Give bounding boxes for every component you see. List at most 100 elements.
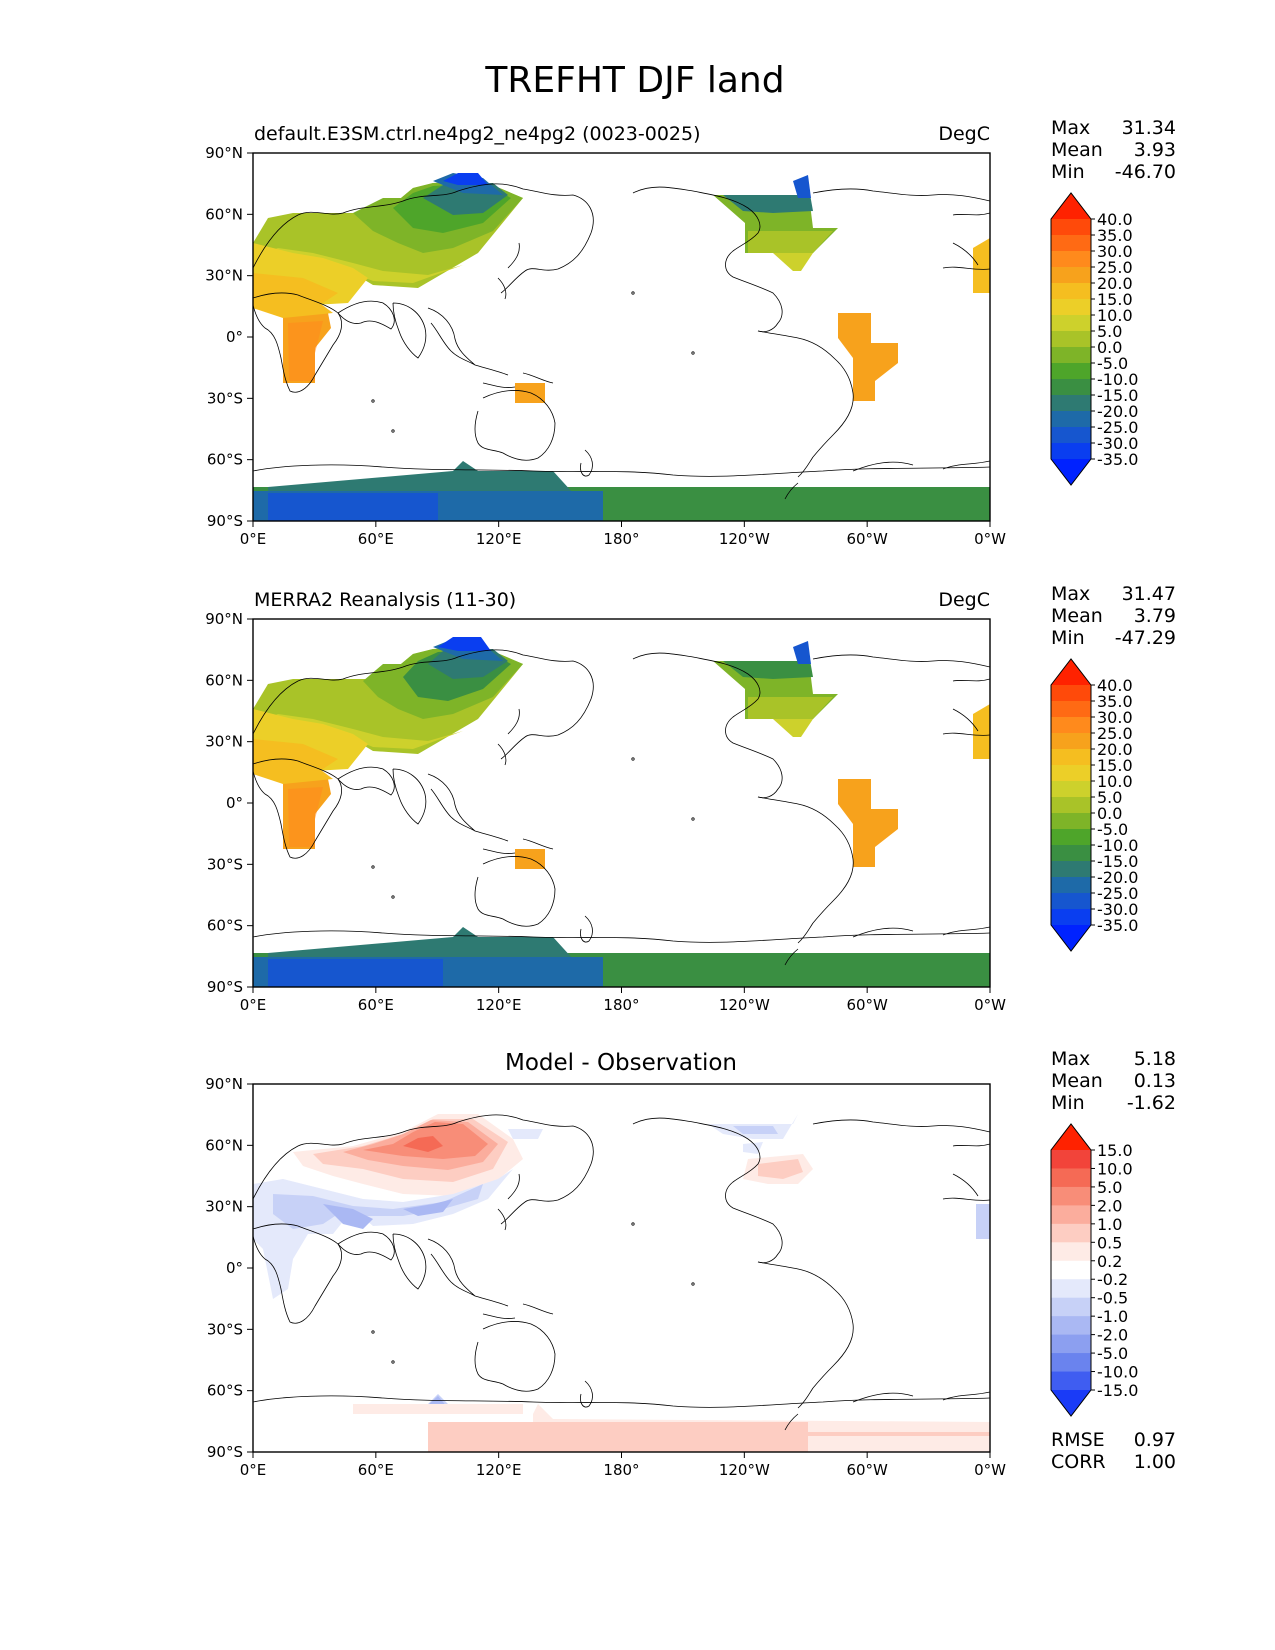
x-tick-label: 0°E (240, 530, 267, 548)
colorbar-label: 10.0 (1097, 306, 1133, 325)
colorbar-bin (1051, 1297, 1091, 1317)
colorbar-bin (1051, 765, 1091, 782)
colorbar-bin (1051, 909, 1091, 926)
colorbar-label: 15.0 (1097, 756, 1133, 775)
colorbar-bin (1051, 749, 1091, 766)
x-tick-label: 120°E (476, 530, 522, 548)
colorbar-label: 15.0 (1097, 290, 1133, 309)
stat-label-mean: Mean (1051, 1070, 1103, 1092)
stats-box: Max 5.18 Mean 0.13 Min -1.62 (1051, 1048, 1176, 1114)
y-tick-label: 0° (226, 794, 243, 812)
stat-value-max: 31.34 (1122, 117, 1176, 139)
colorbar-extend-min (1051, 1390, 1091, 1416)
colorbar-label: -0.5 (1097, 1289, 1128, 1308)
x-tick-label: 60°E (358, 1461, 394, 1479)
stat-label-mean: Mean (1051, 139, 1103, 161)
ticks: 0°E 60°E 120°E 180° 120°W 60°W 0°W 90°N 60°N 30°N… (205, 144, 1006, 548)
y-tick-label: 60°S (207, 917, 243, 935)
x-tick-label: 180° (603, 996, 639, 1014)
panel-test: default.E3SM.ctrl.ne4pg2_ne4pg2 (0023-00… (205, 117, 1176, 548)
panel-title-left: MERRA2 Reanalysis (11-30) (254, 589, 516, 611)
x-tick-label: 120°E (476, 1461, 522, 1479)
x-tick-label: 120°W (719, 1461, 770, 1479)
colorbar-label: -10.0 (1097, 836, 1138, 855)
colorbar-label: -15.0 (1097, 1381, 1138, 1400)
y-tick-label: 0° (226, 328, 243, 346)
colorbar-bin (1051, 861, 1091, 878)
skill-scores: RMSE 0.97 CORR 1.00 (1051, 1429, 1176, 1473)
colorbar-bin (1051, 1371, 1091, 1391)
figure-title: TREFHT DJF land (484, 60, 784, 101)
colorbar-label: 1.0 (1097, 1215, 1122, 1234)
stat-label-min: Min (1051, 161, 1085, 183)
y-tick-label: 60°S (207, 451, 243, 469)
stat-value-rmse: 0.97 (1134, 1429, 1176, 1451)
colorbar-label: 0.0 (1097, 338, 1122, 357)
colorbar-label: 35.0 (1097, 226, 1133, 245)
x-tick-label: 0°W (974, 1461, 1006, 1479)
stat-value-mean: 3.79 (1134, 605, 1176, 627)
colorbar-label: -1.0 (1097, 1307, 1128, 1326)
stat-label-min: Min (1051, 1092, 1085, 1114)
stats-box: Max 31.34 Mean 3.93 Min -46.70 (1051, 117, 1176, 183)
stats-box: Max 31.47 Mean 3.79 Min -47.29 (1051, 583, 1176, 649)
colorbar-bin (1051, 315, 1091, 332)
colorbar-bin (1051, 331, 1091, 348)
colorbar-extend-max (1051, 193, 1091, 219)
stat-label-min: Min (1051, 627, 1085, 649)
colorbar: 40.035.030.025.020.015.010.05.00.0-5.0-1… (1050, 192, 1138, 486)
colorbar-extend-max (1051, 659, 1091, 685)
stat-value-max: 5.18 (1134, 1048, 1176, 1070)
colorbar-label: -0.2 (1097, 1270, 1128, 1289)
colorbar-label: -20.0 (1097, 402, 1138, 421)
y-tick-label: 90°N (205, 610, 243, 628)
colorbar-bin (1051, 1316, 1091, 1336)
colorbar-label: -2.0 (1097, 1326, 1128, 1345)
stat-value-corr: 1.00 (1134, 1451, 1176, 1473)
colorbar-extend-max (1051, 1124, 1091, 1150)
colorbar-label: 30.0 (1097, 242, 1133, 261)
panel-title-left: default.E3SM.ctrl.ne4pg2_ne4pg2 (0023-00… (254, 123, 701, 145)
x-tick-label: 120°W (719, 996, 770, 1014)
colorbar-bin (1051, 797, 1091, 814)
y-tick-label: 30°S (207, 389, 243, 407)
x-tick-label: 120°E (476, 996, 522, 1014)
x-tick-label: 180° (603, 530, 639, 548)
colorbar-label: 2.0 (1097, 1196, 1122, 1215)
colorbar-bin (1051, 1168, 1091, 1188)
map-field (253, 1114, 990, 1452)
colorbar-bin (1051, 219, 1091, 236)
colorbar-bin (1051, 379, 1091, 396)
y-tick-label: 60°S (207, 1382, 243, 1400)
colorbar-bin (1051, 251, 1091, 268)
map-field (253, 637, 990, 987)
x-tick-label: 60°E (358, 530, 394, 548)
colorbar-bin (1051, 411, 1091, 428)
colorbar-label: 5.0 (1097, 1178, 1122, 1197)
y-tick-label: 90°S (207, 1443, 243, 1461)
colorbar-bin (1051, 701, 1091, 718)
y-tick-label: 30°S (207, 1320, 243, 1338)
colorbar-bin (1051, 717, 1091, 734)
y-tick-label: 90°N (205, 1075, 243, 1093)
colorbar-extend-min (1051, 459, 1091, 485)
colorbar-label: -20.0 (1097, 868, 1138, 887)
colorbar-bin (1051, 427, 1091, 444)
y-tick-label: 30°S (207, 855, 243, 873)
x-tick-label: 60°W (846, 1461, 888, 1479)
y-tick-label: 90°S (207, 978, 243, 996)
colorbar-label: 35.0 (1097, 692, 1133, 711)
colorbar-bin (1051, 443, 1091, 460)
colorbar-label: 25.0 (1097, 258, 1133, 277)
colorbar-label: 5.0 (1097, 322, 1122, 341)
x-tick-label: 0°W (974, 530, 1006, 548)
colorbar-bin (1051, 1223, 1091, 1243)
colorbar-label: 0.5 (1097, 1233, 1122, 1252)
x-tick-label: 0°E (240, 1461, 267, 1479)
x-tick-label: 60°E (358, 996, 394, 1014)
colorbar: 15.010.05.02.01.00.50.2-0.2-0.5-1.0-2.0-… (1050, 1123, 1138, 1417)
colorbar-label: -15.0 (1097, 852, 1138, 871)
colorbar-bin (1051, 893, 1091, 910)
x-tick-label: 60°W (846, 530, 888, 548)
colorbar-bin (1051, 235, 1091, 252)
